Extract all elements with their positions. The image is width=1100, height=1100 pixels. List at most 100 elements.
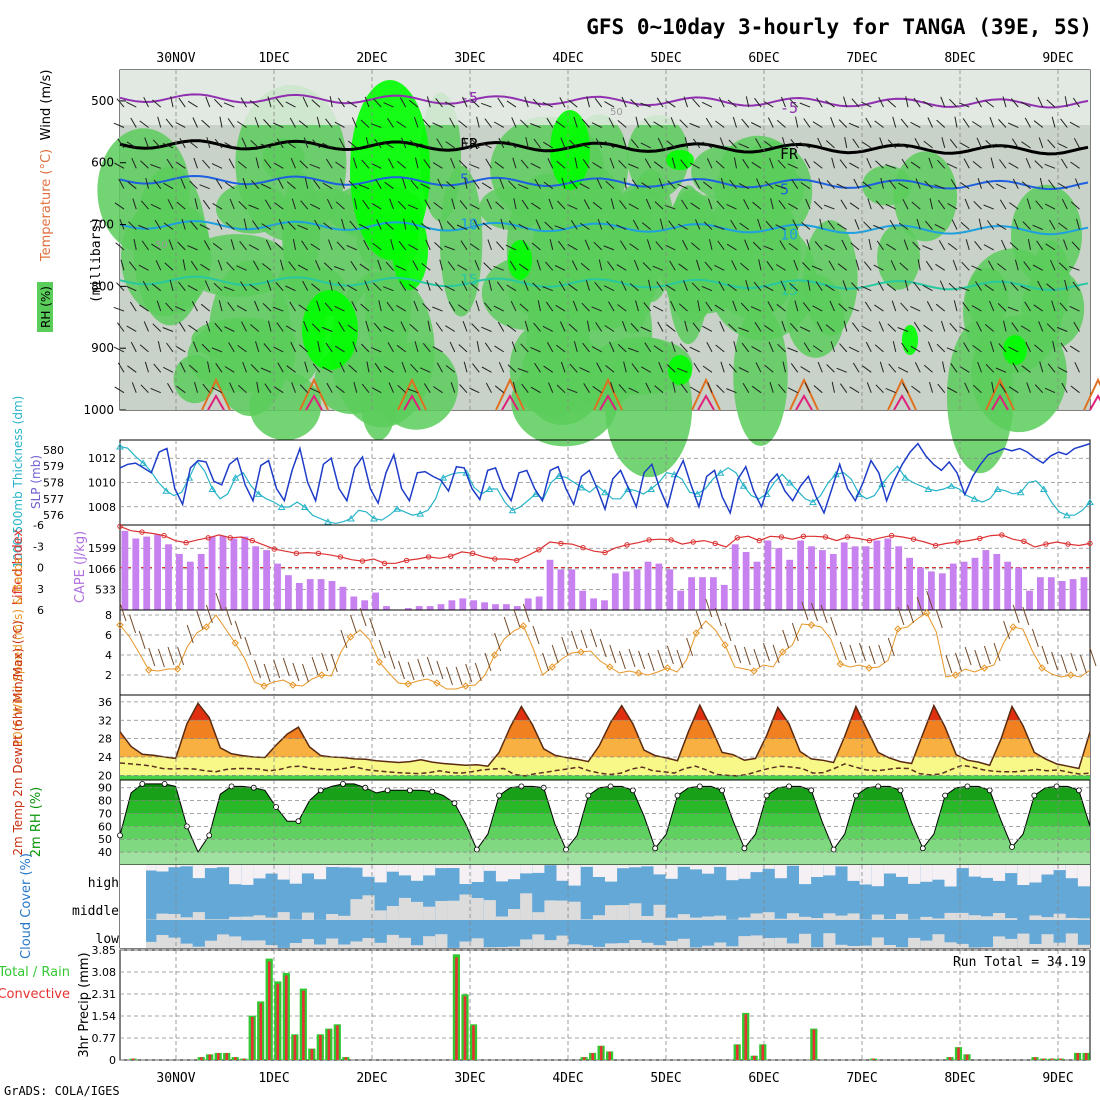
- wind-barb: [298, 120, 309, 128]
- cloud-low-bar: [338, 944, 351, 948]
- li-marker: [117, 523, 123, 530]
- precip-tick-label: 0.77: [92, 1032, 117, 1045]
- li-marker: [734, 535, 740, 541]
- wind-barb: [361, 383, 370, 393]
- wind-barb: [767, 301, 774, 312]
- wind-barb: [273, 346, 284, 353]
- wind-barb: [217, 259, 223, 271]
- wind-barb: [397, 200, 407, 210]
- wind-barb: [486, 198, 492, 210]
- wind-barb: [211, 347, 223, 353]
- wind-barb-10m: [763, 642, 770, 662]
- x-tick-label-bottom: 9DEC: [1042, 1071, 1073, 1086]
- li-marker: [800, 533, 807, 539]
- cloud-low-bar: [253, 940, 266, 948]
- rh-marker: [808, 787, 815, 794]
- wind-barb: [1044, 163, 1056, 169]
- wind-barb: [211, 163, 223, 169]
- wind-barb: [334, 345, 345, 353]
- wind-barb: [238, 200, 247, 210]
- wind-barb: [566, 388, 578, 394]
- wind-barb: [861, 141, 872, 149]
- wind-barb: [705, 117, 713, 128]
- wind-barb: [1024, 117, 1031, 128]
- cloud-high-gap: [314, 865, 327, 880]
- li-line: [119, 525, 1091, 564]
- wind-barb: [635, 300, 639, 312]
- wind-barb: [315, 259, 321, 271]
- wind-barb: [825, 324, 835, 332]
- wind-barb: [671, 341, 676, 353]
- wind-barb: [727, 99, 737, 108]
- wind-barb: [677, 223, 688, 230]
- cloud-low-bar: [605, 943, 618, 948]
- thickness-tick-label: 578: [43, 477, 64, 490]
- wind-barb: [591, 122, 602, 128]
- wind-barb: [182, 259, 186, 271]
- cloud-middle-bar: [362, 895, 375, 920]
- li-tick-label: 0: [37, 562, 44, 575]
- wind-barb: [396, 120, 407, 128]
- wind-barb: [816, 97, 823, 108]
- cape-bar: [121, 530, 129, 610]
- cloud-low-bar: [144, 941, 157, 948]
- wind-barb: [640, 142, 651, 149]
- wind-barb: [1007, 306, 1019, 312]
- cloud-low-bar: [799, 933, 812, 948]
- temp-tick-label: 20: [98, 769, 112, 782]
- wind-barb: [582, 159, 590, 169]
- wind-barb: [212, 387, 223, 394]
- wind-barb: [617, 344, 627, 353]
- wind-barb: [726, 388, 737, 394]
- wind-barb: [766, 261, 774, 271]
- wind-barb: [1033, 304, 1044, 312]
- wind-barb: [656, 281, 664, 291]
- cloud-high-gap: [362, 865, 375, 877]
- wind-barb: [838, 303, 848, 312]
- wind-barb: [806, 239, 811, 251]
- wind-barb: [1050, 259, 1056, 271]
- wind-barb-10m: [983, 645, 991, 665]
- cloud-low-bar: [435, 934, 448, 948]
- wind-barb: [793, 259, 799, 271]
- wind-barb: [929, 381, 933, 393]
- wind-barb: [166, 158, 174, 169]
- wind-barb: [214, 98, 223, 108]
- wind-barb-10m: [1041, 645, 1049, 665]
- wind-barb: [286, 365, 296, 373]
- cloud-middle-bar: [483, 900, 496, 920]
- wind-barb: [620, 280, 627, 291]
- cloud-middle-bar: [823, 913, 836, 920]
- wind-barb-10m: [205, 604, 213, 624]
- wind-barb: [157, 116, 162, 128]
- wind-barb: [582, 342, 590, 353]
- wind-barb: [219, 116, 223, 128]
- wind-barb: [365, 137, 370, 149]
- wind-barb: [377, 259, 382, 271]
- wind-barb: [983, 244, 994, 251]
- precip-convective-bar: [599, 1046, 603, 1060]
- wind-barb: [692, 322, 701, 332]
- wind-barb: [427, 320, 431, 332]
- wind-barb: [163, 222, 174, 230]
- wind-barb: [777, 159, 786, 169]
- wind-barb: [999, 383, 1007, 393]
- wind-barb: [667, 180, 676, 190]
- rh-tick-label: 60: [98, 820, 112, 833]
- thickness-marker: [809, 498, 817, 506]
- wind-barb: [923, 140, 933, 149]
- wind-barb: [597, 218, 603, 230]
- cloud-middle-bar: [932, 918, 945, 920]
- cloud-low-bar: [301, 939, 314, 948]
- rh-marker: [875, 783, 882, 790]
- wind-barb: [264, 199, 272, 210]
- wind-barb: [150, 387, 161, 394]
- rh-marker: [674, 792, 681, 799]
- wind-barb: [1069, 305, 1080, 312]
- wind-barb: [595, 138, 603, 149]
- cloud-middle-bar: [204, 919, 217, 920]
- cape-bar: [274, 563, 281, 610]
- wind-barb-10m: [897, 606, 905, 626]
- wind-barb-10m: [916, 596, 924, 616]
- wind-barb: [488, 279, 492, 291]
